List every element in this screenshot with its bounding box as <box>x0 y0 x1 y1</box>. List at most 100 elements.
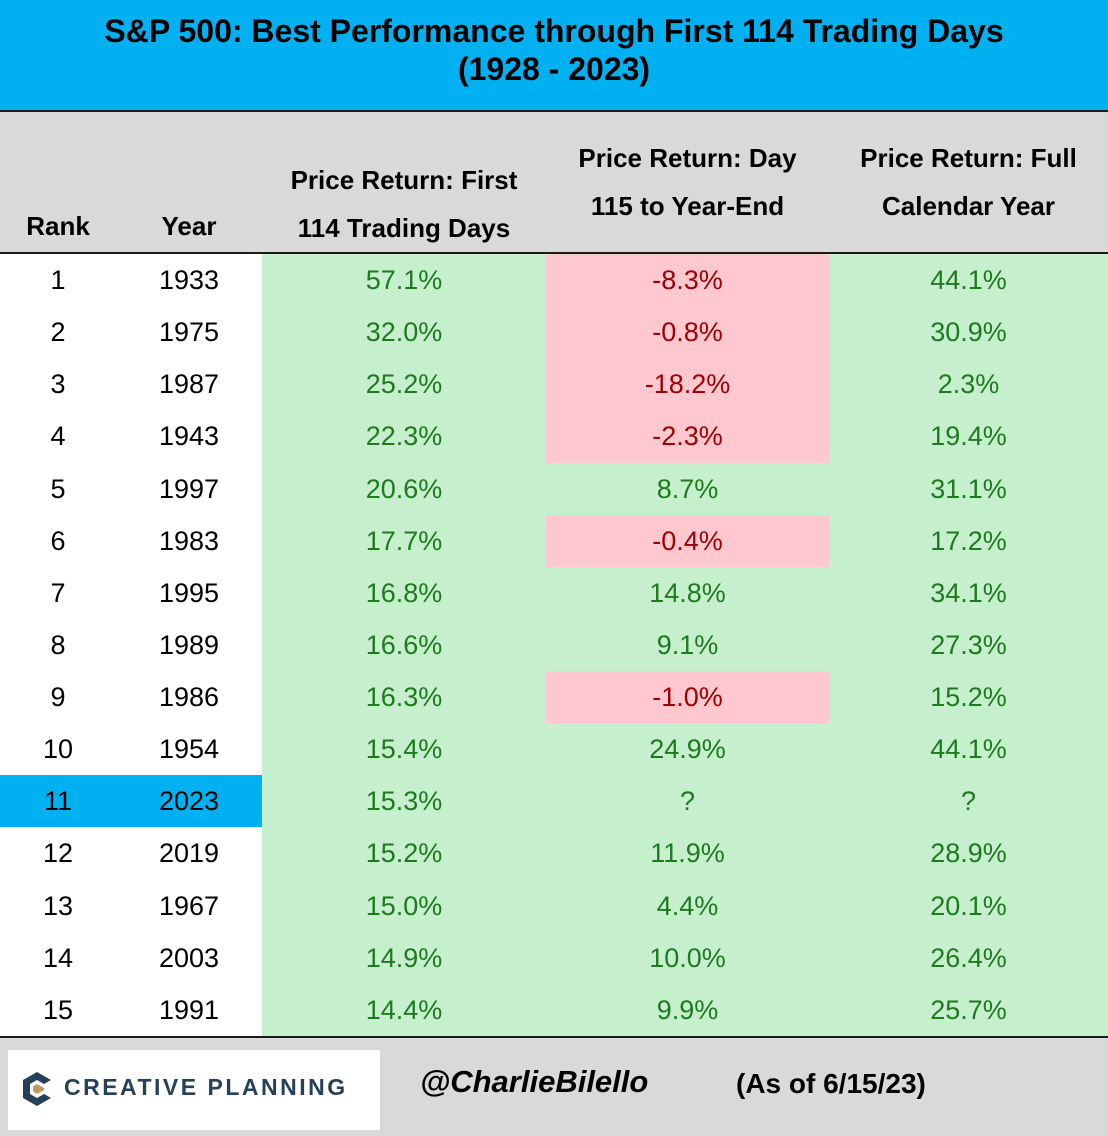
day-115-to-year-end-cell: -18.2% <box>546 358 829 411</box>
rank-cell: 14 <box>42 942 74 973</box>
table-row: 11 2023 15.3%?? <box>0 775 1108 828</box>
table-row: 1 1933 57.1% -8.3% 44.1% <box>0 254 1108 307</box>
header-rank: Rank <box>26 211 90 241</box>
day-115-to-year-end-cell: ? <box>546 775 829 828</box>
day-115-to-year-end-cell: 4.4% <box>546 879 829 932</box>
full-year-cell: 15.2% <box>829 671 1108 724</box>
year-cell: 1967 <box>158 890 220 921</box>
day-115-to-year-end-cell: -2.3% <box>546 410 829 463</box>
day-115-to-year-end-cell: 9.1% <box>546 618 829 672</box>
table-row: 7 1995 16.8% 14.8% 34.1% <box>0 566 1108 619</box>
full-year-cell: 27.3% <box>829 618 1108 672</box>
year-cell: 1991 <box>158 994 220 1025</box>
table-row: 10 1954 15.4% 24.9% 44.1% <box>0 723 1108 776</box>
first-114-days-cell: 15.3% <box>262 775 546 828</box>
rank-cell: 10 <box>42 734 74 765</box>
header-day-115-to-year-end: Price Return: Day 115 to Year-End <box>578 143 797 221</box>
first-114-days-cell: 57.1% <box>262 254 546 307</box>
full-year-cell: 2.3% <box>829 358 1108 411</box>
first-114-days-cell: 25.2% <box>262 358 546 411</box>
first-114-days-cell: 17.7% <box>262 514 546 567</box>
rank-cell: 5 <box>50 473 66 504</box>
header-year: Year <box>161 211 217 241</box>
rank-cell: 1 <box>50 265 66 295</box>
table-row: 9 1986 16.3% -1.0% 15.2% <box>0 671 1108 724</box>
day-115-to-year-end-cell: -1.0% <box>546 671 829 724</box>
day-115-to-year-end-cell: -0.8% <box>546 306 829 359</box>
rank-cell: 15 <box>42 994 74 1025</box>
rank-cell: 8 <box>50 629 66 660</box>
day-115-to-year-end-cell: -8.3% <box>546 254 829 307</box>
as-of-date: (As of 6/15/23) <box>736 1068 926 1099</box>
rank-cell: 6 <box>50 525 66 556</box>
table-row: 4 1943 22.3% -2.3% 19.4% <box>0 410 1108 463</box>
rank-cell: 4 <box>50 421 66 452</box>
first-114-days-cell: 14.9% <box>262 931 546 984</box>
table-row: 13 1967 15.0% 4.4% 20.1% <box>0 879 1108 932</box>
year-cell: 1986 <box>158 682 220 713</box>
year-cell: 1975 <box>158 317 220 348</box>
day-115-to-year-end-cell: 24.9% <box>546 723 829 776</box>
full-year-cell: 31.1% <box>829 462 1108 515</box>
full-year-cell: ? <box>829 775 1108 828</box>
year-cell: 2003 <box>158 942 220 973</box>
year-cell: 2023 <box>116 775 262 828</box>
year-cell: 1997 <box>158 473 220 504</box>
year-cell: 1989 <box>158 629 220 660</box>
table-row: 6 1983 17.7% -0.4% 17.2% <box>0 514 1108 567</box>
author-handle: @CharlieBilello <box>420 1064 649 1099</box>
year-cell: 1954 <box>158 734 220 765</box>
table-body: 1 1933 57.1% -8.3% 44.1% 2 1975 32.0% -0.8% 30.9%… <box>0 254 1108 1036</box>
rank-cell: 2 <box>50 317 66 348</box>
day-115-to-year-end-cell: 11.9% <box>546 827 829 880</box>
full-year-cell: 17.2% <box>829 514 1108 567</box>
day-115-to-year-end-cell: 8.7% <box>546 462 829 515</box>
rank-cell: 12 <box>42 838 74 869</box>
rank-cell: 9 <box>50 682 66 713</box>
table-row: 12 2019 15.2% 11.9% 28.9% <box>0 827 1108 880</box>
first-114-days-cell: 16.8% <box>262 566 546 619</box>
first-114-days-cell: 14.4% <box>262 983 546 1036</box>
first-114-days-cell: 16.6% <box>262 618 546 672</box>
first-114-days-cell: 32.0% <box>262 306 546 359</box>
rank-cell: 7 <box>50 577 66 608</box>
table-row: 8 1989 16.6% 9.1% 27.3% <box>0 618 1108 672</box>
day-115-to-year-end-cell: 10.0% <box>546 931 829 984</box>
creative-planning-logo-icon <box>23 1072 51 1106</box>
full-year-cell: 28.9% <box>829 827 1108 880</box>
table-row: 15 1991 14.4% 9.9% 25.7% <box>0 983 1108 1036</box>
table-row: 14 2003 14.9% 10.0% 26.4% <box>0 931 1108 984</box>
full-year-cell: 19.4% <box>829 410 1108 463</box>
footer: CREATIVE PLANNING @CharlieBilello (As of… <box>0 1036 1108 1136</box>
day-115-to-year-end-cell: 14.8% <box>546 566 829 619</box>
first-114-days-cell: 20.6% <box>262 462 546 515</box>
year-cell: 1933 <box>158 265 220 295</box>
table-row: 2 1975 32.0% -0.8% 30.9% <box>0 306 1108 359</box>
table-row: 3 1987 25.2% -18.2% 2.3% <box>0 358 1108 411</box>
day-115-to-year-end-cell: 9.9% <box>546 983 829 1036</box>
title-band: S&P 500: Best Performance through First … <box>0 0 1108 112</box>
rank-cell: 11 <box>0 775 116 828</box>
rank-cell: 3 <box>50 369 66 400</box>
first-114-days-cell: 22.3% <box>262 410 546 463</box>
first-114-days-cell: 15.4% <box>262 723 546 776</box>
header-full-calendar-year: Price Return: Full Calendar Year <box>860 143 1077 221</box>
chart-subtitle: (1928 - 2023) <box>457 51 651 87</box>
day-115-to-year-end-cell: -0.4% <box>546 514 829 567</box>
year-cell: 1943 <box>158 421 220 452</box>
year-cell: 1983 <box>158 525 220 556</box>
full-year-cell: 26.4% <box>829 931 1108 984</box>
year-cell: 1995 <box>158 577 220 608</box>
full-year-cell: 44.1% <box>829 723 1108 776</box>
first-114-days-cell: 15.2% <box>262 827 546 880</box>
chart-title: S&P 500: Best Performance through First … <box>104 13 1004 49</box>
full-year-cell: 34.1% <box>829 566 1108 619</box>
full-year-cell: 20.1% <box>829 879 1108 932</box>
year-cell: 1987 <box>158 369 220 400</box>
full-year-cell: 30.9% <box>829 306 1108 359</box>
table-header: Rank Year Price Return: First 114 Tradin… <box>0 112 1108 254</box>
logo-text: CREATIVE PLANNING <box>64 1074 348 1100</box>
creative-planning-logo: CREATIVE PLANNING <box>8 1050 380 1130</box>
first-114-days-cell: 15.0% <box>262 879 546 932</box>
full-year-cell: 44.1% <box>829 254 1108 307</box>
